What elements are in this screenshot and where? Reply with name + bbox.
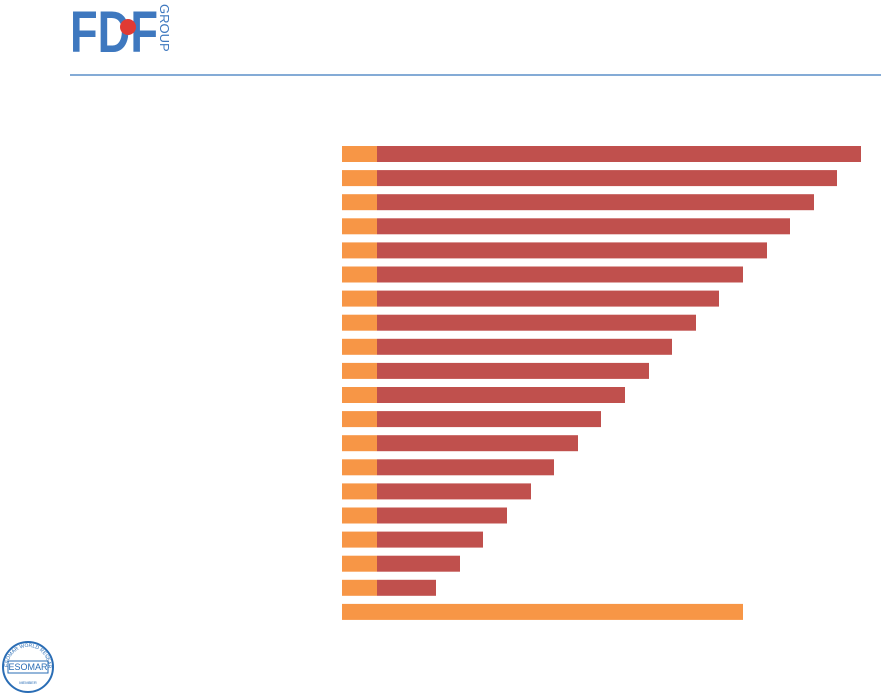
bar-segment bbox=[342, 411, 377, 428]
bar-segment bbox=[342, 603, 743, 620]
bar-segment bbox=[342, 555, 377, 572]
bar-segment bbox=[377, 266, 743, 283]
bar-segment bbox=[377, 435, 578, 452]
logo: FDF GROUP bbox=[70, 0, 172, 65]
bar-segment bbox=[342, 362, 377, 379]
logo-mark: FDF bbox=[70, 0, 158, 65]
badge-member: MEMBER bbox=[19, 680, 37, 685]
bar-segment bbox=[377, 362, 649, 379]
badge-name: ESOMAR bbox=[8, 662, 48, 672]
bar-segment bbox=[342, 387, 377, 403]
bar-segment bbox=[377, 170, 837, 187]
bar-segment bbox=[377, 555, 460, 572]
bar-segment bbox=[342, 483, 377, 500]
bar-segment bbox=[342, 507, 377, 524]
bar-segment bbox=[342, 314, 377, 331]
bar-segment bbox=[377, 242, 767, 259]
bar-segment bbox=[377, 387, 625, 403]
badge-ring-path: ESOMAR WORLD RESEARCH bbox=[0, 0, 52, 669]
badge-box bbox=[7, 660, 49, 674]
bar-segment bbox=[377, 194, 814, 211]
bar-segment bbox=[342, 194, 377, 211]
bar-segment bbox=[342, 579, 377, 596]
bar-segment bbox=[342, 266, 377, 283]
bar-segment bbox=[377, 290, 719, 307]
bar-segment bbox=[377, 411, 601, 428]
bar-segment bbox=[377, 579, 436, 596]
bar-segment bbox=[377, 146, 861, 162]
logo-dot bbox=[120, 19, 136, 35]
bar-segment bbox=[342, 435, 377, 452]
bar-segment bbox=[377, 507, 507, 524]
bar-segment bbox=[377, 459, 554, 476]
bar-segment bbox=[342, 242, 377, 259]
bar-segment bbox=[342, 338, 377, 355]
bar-segment bbox=[342, 290, 377, 307]
bar-segment bbox=[377, 483, 531, 500]
esomar-badge: ESOMAR WORLD RESEARCH ESOMAR MEMBER bbox=[0, 0, 54, 693]
bar-segment bbox=[342, 146, 377, 162]
bar-segment bbox=[377, 338, 672, 355]
badge-ring bbox=[2, 641, 54, 693]
bar-segment bbox=[377, 218, 790, 235]
bar-segment bbox=[377, 314, 696, 331]
chart bbox=[342, 146, 861, 620]
badge-ring-text: ESOMAR WORLD RESEARCH bbox=[0, 0, 52, 669]
bar-segment bbox=[342, 531, 377, 548]
bar-segment bbox=[342, 170, 377, 187]
bar-segment bbox=[342, 218, 377, 235]
bar-segment bbox=[342, 459, 377, 476]
bar-segment bbox=[377, 531, 483, 548]
logo-sub: GROUP bbox=[157, 4, 172, 52]
